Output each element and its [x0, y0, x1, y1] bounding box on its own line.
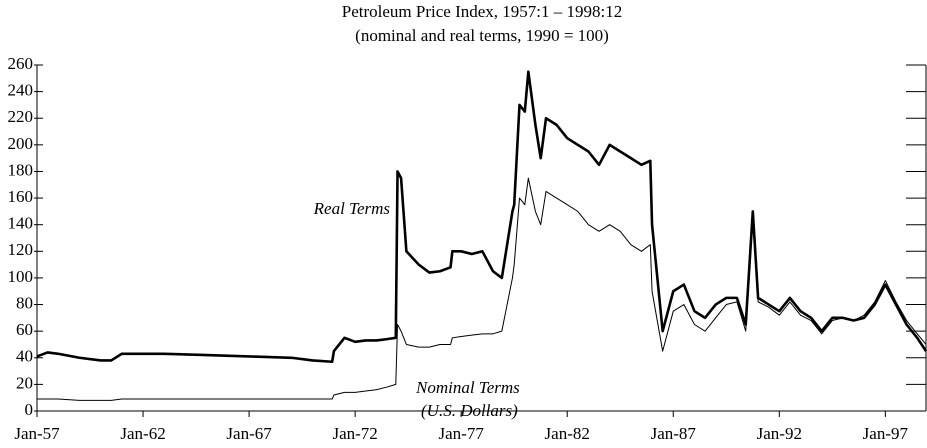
- chart-title: Petroleum Price Index, 1957:1 – 1998:12: [342, 2, 622, 21]
- x-tick-label: Jan-67: [226, 424, 272, 443]
- y-tick-label: 160: [8, 187, 34, 206]
- y-tick-label: 200: [8, 134, 34, 153]
- x-tick-label: Jan-87: [651, 424, 697, 443]
- x-tick-label: Jan-82: [545, 424, 590, 443]
- x-tick-label: Jan-72: [332, 424, 377, 443]
- annotation: (U.S. Dollars): [421, 401, 518, 420]
- y-tick-label: 80: [16, 293, 33, 312]
- y-tick-label: 20: [16, 373, 33, 392]
- x-tick-label: Jan-57: [14, 424, 60, 443]
- y-tick-label: 180: [8, 160, 34, 179]
- series-label: Nominal Terms: [415, 378, 520, 397]
- chart-subtitle: (nominal and real terms, 1990 = 100): [355, 26, 609, 45]
- y-tick-label: 140: [8, 214, 34, 233]
- line-series: [36, 70, 927, 364]
- y-tick-label: 240: [8, 81, 34, 100]
- y-tick-label: 260: [8, 54, 34, 73]
- x-tick-label: Jan-62: [120, 424, 165, 443]
- x-tick-label: Jan-97: [863, 424, 909, 443]
- x-tick-label: Jan-77: [439, 424, 485, 443]
- y-tick-label: 100: [8, 267, 34, 286]
- y-tick-label: 120: [8, 240, 34, 259]
- series-label: Real Terms: [313, 199, 391, 218]
- y-tick-label: 60: [16, 320, 33, 339]
- line-series: [37, 177, 927, 401]
- x-tick-label: Jan-92: [757, 424, 802, 443]
- y-tick-label: 220: [8, 107, 34, 126]
- y-tick-label: 0: [25, 400, 34, 419]
- y-tick-label: 40: [16, 347, 33, 366]
